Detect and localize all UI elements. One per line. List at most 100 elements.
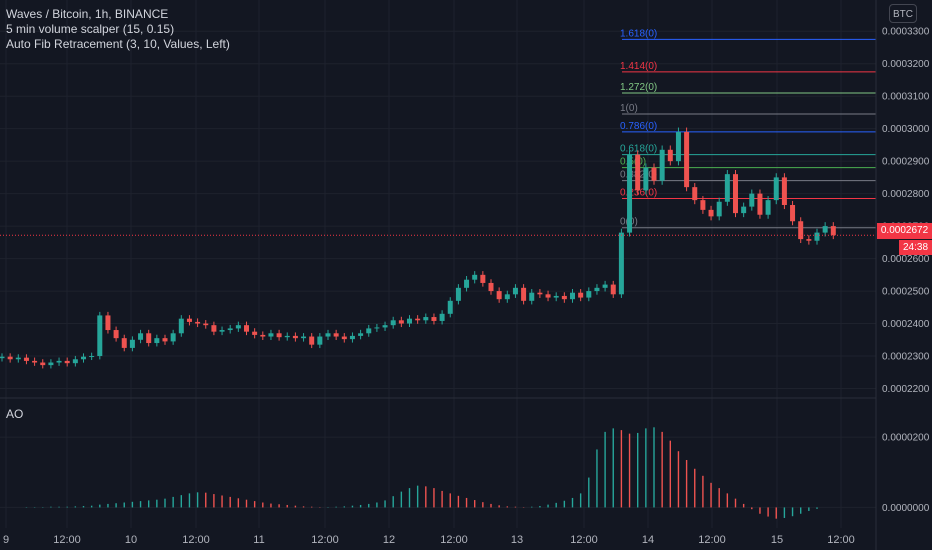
candle-body: [358, 333, 364, 336]
candle-body: [643, 167, 649, 191]
candle-body: [431, 317, 437, 321]
currency-button[interactable]: BTC: [889, 4, 917, 23]
candle-body: [586, 291, 592, 298]
candle-body: [227, 328, 233, 331]
candle-body: [268, 333, 274, 337]
candle-body: [260, 334, 266, 337]
indicator-auto-fib[interactable]: Auto Fib Retracement (3, 10, Values, Lef…: [6, 37, 230, 51]
candle-body: [570, 292, 575, 300]
price-tick-label: 0.0002800: [882, 189, 930, 200]
time-tick-label: 12:00: [570, 534, 598, 546]
candle-body: [757, 193, 763, 215]
chart-legend: Waves / Bitcoin, 1h, BINANCE 5 min volum…: [6, 7, 230, 52]
time-tick-label: 12:00: [182, 534, 210, 546]
symbol-title[interactable]: Waves / Bitcoin, 1h, BINANCE: [6, 7, 169, 21]
candle-body: [219, 330, 225, 332]
candle-body: [806, 239, 812, 241]
candle-body: [651, 167, 657, 181]
candle-body: [439, 313, 445, 321]
time-tick-label: 13: [511, 534, 523, 546]
candle-body: [814, 232, 820, 241]
candle-body: [692, 187, 698, 201]
time-tick-label: 15: [771, 534, 783, 546]
candle-body: [610, 284, 616, 295]
candle-body: [162, 338, 168, 342]
price-tick-label: 0.0002500: [882, 287, 930, 298]
candle-body: [235, 325, 241, 329]
candle-body: [423, 317, 429, 321]
price-tick-label: 0.0003300: [882, 27, 930, 38]
fib-level-label: 1(0): [620, 103, 638, 114]
candle-body: [203, 323, 209, 326]
candle-body: [244, 325, 249, 332]
candle-body: [602, 284, 608, 288]
candle-body: [553, 295, 559, 298]
last-price-tag: 0.0002672: [877, 223, 932, 239]
candle-body: [447, 300, 453, 314]
candle-body: [464, 279, 470, 288]
fib-level-label: 0.236(0): [620, 188, 657, 199]
candle-body: [97, 315, 103, 357]
candle-body: [390, 320, 396, 326]
candle-body: [415, 318, 421, 321]
ao-tick-label: 0.0000200: [882, 433, 930, 444]
candle-body: [398, 320, 404, 324]
time-tick-label: 12: [383, 534, 395, 546]
chart-grid: [0, 0, 876, 528]
candle-body: [309, 336, 315, 345]
candle-body: [594, 287, 600, 292]
candle-body: [480, 274, 486, 283]
price-tick-label: 0.0002200: [882, 384, 930, 395]
candle-body: [512, 287, 518, 295]
candle-body: [561, 295, 567, 300]
candle-body: [15, 357, 21, 360]
candle-body: [472, 274, 478, 280]
candle-body: [292, 335, 298, 339]
ao-tick-label: 0.0000000: [882, 503, 930, 514]
price-axis[interactable]: 0.0003300 0.0003200 0.0003100 0.0003000 0.00…: [882, 27, 930, 395]
price-tick-label: 0.0002300: [882, 352, 930, 363]
indicator-volume-scalper[interactable]: 5 min volume scalper (15, 0.15): [6, 22, 175, 36]
candle-body: [627, 154, 633, 233]
candle-body: [675, 131, 681, 162]
candle-body: [333, 333, 339, 337]
candle-body: [301, 336, 307, 339]
candle-body: [349, 335, 355, 340]
time-tick-label: 11: [253, 534, 264, 546]
candle-body: [170, 333, 176, 342]
candle-body: [733, 174, 738, 214]
candle-body: [72, 359, 78, 364]
time-axis[interactable]: 9 12:00 10 12:00 11 12:00 12 12:00 13 12:00 14 12:0…: [3, 534, 855, 546]
candle-body: [154, 338, 160, 344]
candle-body: [529, 292, 535, 301]
candle-body: [129, 339, 135, 348]
candle-body: [211, 325, 217, 332]
fib-level-label: 0.5(0): [620, 157, 646, 168]
time-tick-label: 12:00: [698, 534, 726, 546]
candle-body: [325, 333, 331, 337]
candle-body: [635, 154, 641, 191]
fib-level-label: 1.272(0): [620, 82, 657, 93]
candle-body: [521, 287, 527, 301]
candle-body: [186, 318, 192, 322]
candle-body: [7, 356, 13, 360]
candle-body: [700, 200, 706, 210]
candle-body: [765, 200, 771, 215]
candle-body: [89, 356, 95, 358]
candle-body: [317, 336, 323, 345]
ao-axis[interactable]: 0.0000200 0.0000000: [882, 433, 930, 514]
candle-body: [121, 338, 127, 348]
fib-level-label: 0.786(0): [620, 121, 657, 132]
candle-body: [40, 362, 46, 366]
candle-body: [366, 328, 372, 334]
candle-body: [822, 226, 828, 233]
candle-body: [146, 333, 152, 344]
candle-body: [276, 333, 282, 338]
ao-pane-label[interactable]: AO: [6, 407, 24, 421]
candle-body: [48, 362, 54, 366]
candle-body: [374, 327, 380, 329]
candle-body: [488, 282, 494, 292]
fib-retracement: 1.618(0) 1.414(0) 1.272(0) 1(0) 0.786(0) 0.61…: [620, 28, 876, 229]
candle-body: [407, 318, 412, 324]
